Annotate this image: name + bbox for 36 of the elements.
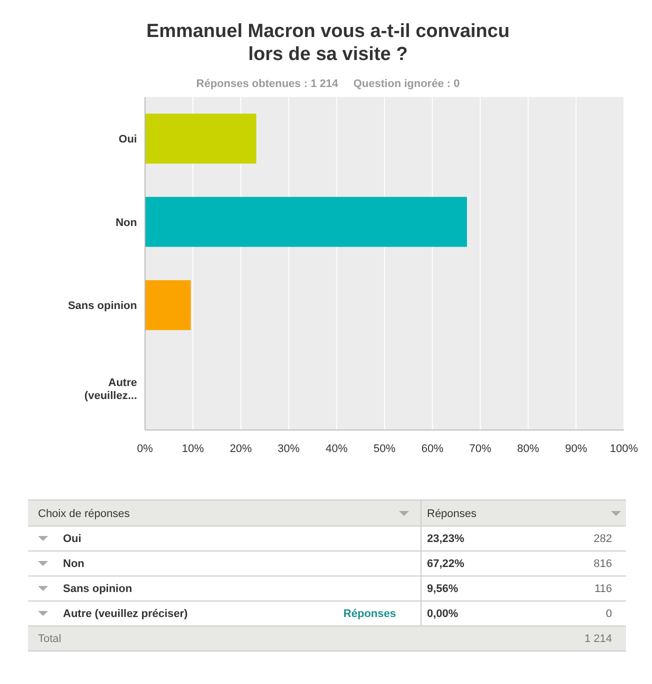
- x-tick-label: 0%: [137, 443, 154, 455]
- bar: [145, 280, 191, 330]
- text: 116: [594, 583, 612, 595]
- x-tick-label: 70%: [469, 443, 492, 455]
- x-tick-label: 30%: [278, 443, 300, 455]
- text: 1 214: [584, 633, 612, 645]
- x-tick-label: 60%: [421, 443, 444, 455]
- text: 67,22%: [427, 558, 465, 570]
- x-tick-label: 20%: [230, 443, 252, 455]
- y-tick-label: Autre (veuillez...: [84, 376, 137, 402]
- text: 282: [594, 533, 612, 545]
- x-tick-label: 90%: [565, 443, 588, 455]
- text: 0,00%: [427, 608, 458, 620]
- text: 23,23%: [427, 533, 465, 545]
- text: Non: [63, 558, 85, 570]
- x-tick-label: 10%: [182, 443, 204, 455]
- y-tick-label: Non: [116, 216, 138, 229]
- y-tick-label: Sans opinion: [68, 300, 138, 312]
- text: 9,56%: [427, 583, 458, 595]
- x-tick-label: 100%: [610, 443, 638, 455]
- bar: [145, 196, 467, 247]
- text: Autre (veuillez préciser): [63, 608, 188, 620]
- y-tick-label: Oui: [118, 134, 137, 146]
- bar: [145, 114, 256, 164]
- text: 816: [594, 558, 612, 570]
- x-tick-label: 80%: [517, 443, 540, 455]
- x-tick-label: 50%: [373, 443, 396, 455]
- text: Total: [38, 633, 62, 645]
- text: Choix de réponses: [38, 508, 130, 520]
- text: Réponses: [343, 608, 396, 620]
- text: 0: [606, 608, 612, 620]
- chart-title: Emmanuel Macron vous a-t-il convaincu lors de sa visite ?: [146, 21, 510, 65]
- text: Oui: [63, 533, 82, 545]
- text: Réponses: [427, 508, 478, 520]
- x-tick-label: 40%: [326, 443, 348, 455]
- chart-subtitle: Réponses obtenues : 1 214 Question ignorée : 0: [196, 78, 460, 90]
